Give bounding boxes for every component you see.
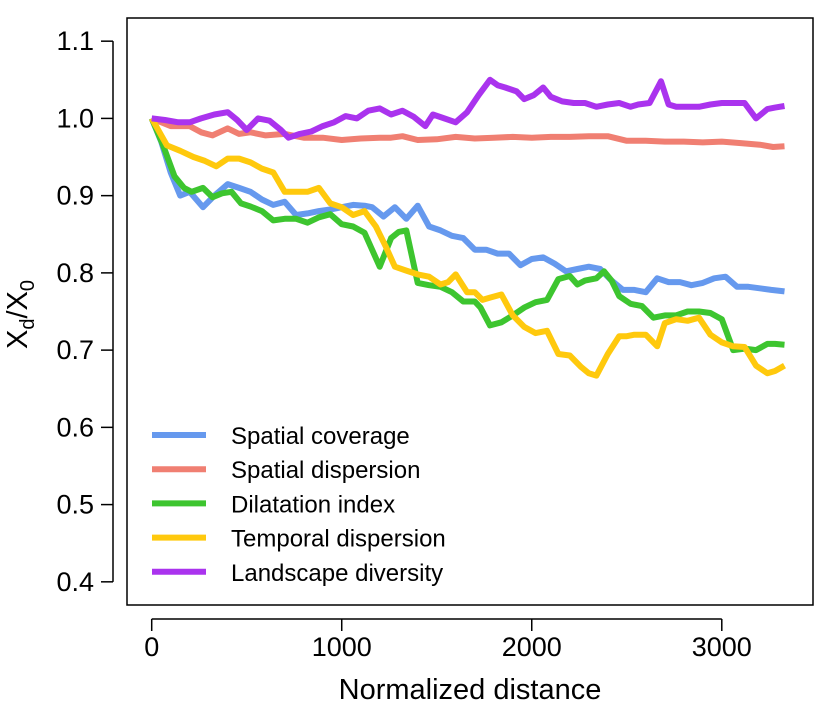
y-tick-label: 0.5 (56, 490, 94, 520)
series-lines (148, 76, 786, 379)
legend-label-1: Spatial coverage (231, 423, 410, 450)
y-axis-title-x: X (2, 330, 34, 349)
y-axis-title-slash: / (2, 310, 34, 319)
y-axis-title-subscript-d: d (17, 319, 39, 330)
legend-label-2: Spatial dispersion (231, 457, 420, 484)
x-tick-label: 2000 (502, 632, 562, 662)
y-tick-label: 0.6 (56, 412, 94, 442)
legend-label-4: Temporal dispersion (231, 526, 446, 553)
legend: Spatial coverage Spatial dispersion Dilata… (152, 423, 446, 587)
series-line-5 (151, 76, 785, 141)
series-line-4 (149, 116, 786, 379)
y-axis-title-subscript-0: 0 (17, 280, 39, 291)
plot-area (126, 17, 814, 606)
legend-label-3: Dilatation index (231, 491, 395, 518)
x-tick-label: 3000 (692, 632, 752, 662)
y-axis: 0.4 0.5 0.6 0.7 0.8 0.9 1.0 1.1 (56, 26, 114, 597)
series-line-2 (150, 115, 785, 150)
plot-border (126, 17, 814, 606)
series-line-3 (148, 117, 785, 354)
y-tick-label: 1.0 (56, 103, 94, 133)
y-tick-label: 0.8 (56, 258, 94, 288)
y-tick-label: 0.7 (56, 335, 94, 365)
y-tick-label: 1.1 (56, 26, 94, 56)
series-line-1 (148, 117, 785, 296)
y-axis-title-x0: X (2, 291, 34, 310)
y-axis-title: Xd/X0 (2, 280, 39, 349)
x-axis-title: Normalized distance (339, 674, 602, 706)
y-tick-label: 0.4 (56, 567, 94, 597)
legend-label-5: Landscape diversity (231, 560, 443, 587)
x-axis: 0 1000 2000 3000 (144, 618, 752, 662)
y-tick-label: 0.9 (56, 181, 94, 211)
x-tick-label: 1000 (312, 632, 372, 662)
x-tick-label: 0 (144, 632, 159, 662)
